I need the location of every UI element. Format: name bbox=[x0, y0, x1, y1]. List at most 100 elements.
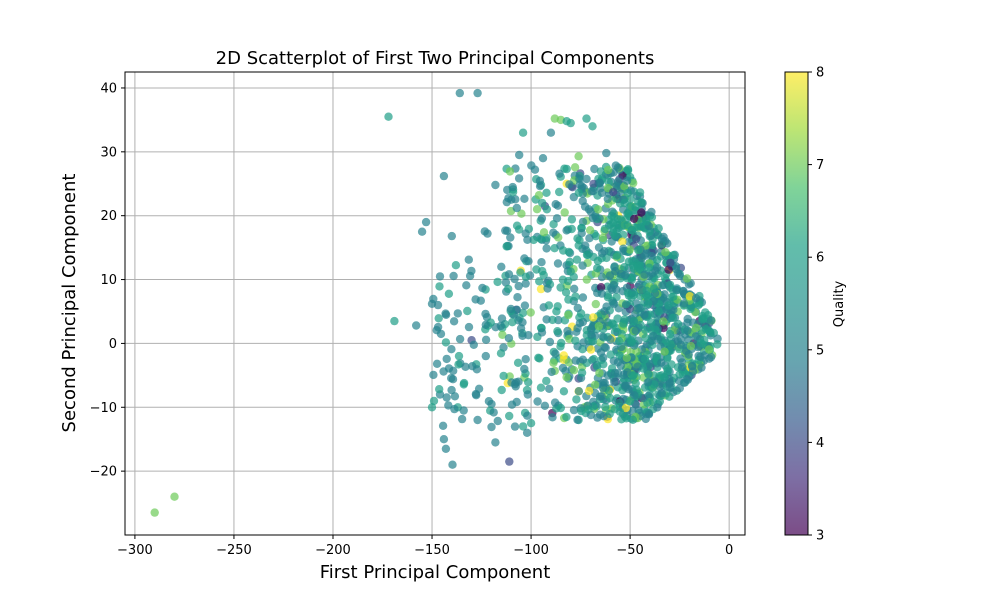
scatter-point bbox=[505, 167, 515, 176]
scatter-point bbox=[588, 213, 597, 223]
scatter-point bbox=[666, 340, 676, 349]
scatter-point bbox=[462, 281, 471, 290]
scatter-point bbox=[652, 351, 661, 361]
scatter-point bbox=[526, 308, 535, 317]
scatter-point bbox=[698, 315, 707, 324]
scatter-point bbox=[577, 229, 586, 238]
scatter-point bbox=[455, 88, 464, 98]
scatter-point bbox=[523, 390, 532, 399]
scatter-point bbox=[631, 202, 640, 212]
scatter-point bbox=[518, 331, 527, 340]
scatter-point bbox=[572, 395, 581, 404]
scatter-point bbox=[598, 332, 607, 341]
scatter-point bbox=[507, 400, 517, 409]
scatter-point bbox=[610, 262, 619, 271]
chart-title: 2D Scatterplot of First Two Principal Co… bbox=[216, 48, 655, 69]
scatter-point bbox=[641, 333, 650, 343]
scatter-point bbox=[497, 385, 506, 395]
y-tick-label: 20 bbox=[100, 209, 117, 224]
scatter-point bbox=[497, 262, 506, 271]
scatter-point bbox=[608, 218, 618, 227]
scatter-point bbox=[614, 369, 623, 378]
scatter-point bbox=[646, 318, 656, 327]
scatter-point bbox=[620, 315, 629, 324]
colorbar-tick-label: 8 bbox=[816, 66, 824, 81]
scatter-point bbox=[584, 386, 594, 396]
scatter-point bbox=[429, 370, 438, 380]
scatter-point bbox=[589, 313, 598, 322]
scatter-point bbox=[596, 167, 606, 176]
scatter-point bbox=[660, 373, 669, 382]
scatter-point bbox=[628, 415, 638, 424]
scatter-point bbox=[630, 391, 639, 400]
scatter-point bbox=[664, 265, 673, 274]
scatter-point bbox=[590, 164, 599, 174]
scatter-point bbox=[609, 280, 618, 290]
scatter-point bbox=[627, 275, 636, 284]
scatter-point bbox=[439, 367, 448, 376]
colorbar-tick-label: 5 bbox=[816, 343, 824, 358]
scatter-point bbox=[512, 203, 521, 213]
scatter-point bbox=[435, 282, 444, 291]
scatter-point bbox=[538, 198, 547, 208]
scatter-point bbox=[640, 310, 649, 319]
scatter-point bbox=[497, 314, 507, 323]
scatter-point bbox=[631, 379, 640, 388]
scatter-point bbox=[597, 289, 606, 298]
scatter-point bbox=[577, 406, 586, 416]
scatter-point bbox=[390, 316, 399, 326]
scatter-point bbox=[653, 403, 662, 412]
scatter-point bbox=[686, 342, 696, 351]
scatter-point bbox=[612, 251, 621, 260]
scatter-point bbox=[429, 294, 438, 304]
scatter-point bbox=[524, 257, 533, 266]
scatter-point bbox=[510, 422, 520, 431]
scatter-point bbox=[622, 176, 632, 185]
scatter-point bbox=[572, 255, 582, 264]
scatter-point bbox=[521, 279, 530, 288]
scatter-point bbox=[536, 383, 546, 392]
y-axis-label: Second Principal Component bbox=[59, 174, 80, 433]
scatter-point bbox=[559, 351, 568, 360]
scatter-point bbox=[665, 329, 675, 339]
scatter-point bbox=[502, 197, 511, 207]
scatter-point bbox=[561, 288, 571, 297]
scatter-point bbox=[553, 302, 562, 311]
scatter-point bbox=[675, 370, 684, 379]
scatter-point bbox=[639, 393, 648, 403]
scatter-point bbox=[442, 393, 451, 402]
scatter-point bbox=[640, 354, 650, 364]
scatter-point bbox=[685, 292, 694, 301]
scatter-point bbox=[676, 354, 685, 363]
scatter-point bbox=[658, 281, 667, 290]
scatter-point bbox=[441, 444, 451, 453]
scatter-point bbox=[644, 370, 653, 379]
scatter-point bbox=[521, 355, 530, 364]
scatter-point bbox=[480, 227, 489, 236]
scatter-point bbox=[556, 403, 565, 413]
scatter-point bbox=[696, 338, 706, 348]
scatter-point bbox=[532, 205, 542, 214]
scatter-point bbox=[459, 406, 468, 415]
scatter-point bbox=[611, 161, 620, 170]
scatter-point bbox=[553, 201, 563, 210]
scatter-point bbox=[432, 359, 442, 368]
scatter-point bbox=[542, 315, 551, 324]
x-tick-label: −250 bbox=[216, 543, 252, 558]
scatter-point bbox=[569, 272, 578, 282]
y-tick-label: 40 bbox=[100, 81, 117, 96]
scatter-point bbox=[647, 207, 656, 217]
colorbar-tick-label: 3 bbox=[816, 529, 824, 544]
scatter-point bbox=[574, 241, 583, 250]
scatter-point bbox=[668, 313, 678, 322]
scatter-point bbox=[429, 396, 439, 406]
scatter-point bbox=[538, 266, 547, 276]
scatter-point bbox=[548, 413, 557, 422]
scatter-point bbox=[642, 286, 651, 295]
scatter-point bbox=[619, 244, 628, 253]
y-axis: −20 −10 0 10 20 30 40 bbox=[90, 81, 125, 480]
scatter-point bbox=[535, 277, 544, 286]
scatter-point bbox=[562, 164, 571, 174]
scatter-point bbox=[672, 285, 681, 295]
scatter-point bbox=[565, 257, 574, 266]
